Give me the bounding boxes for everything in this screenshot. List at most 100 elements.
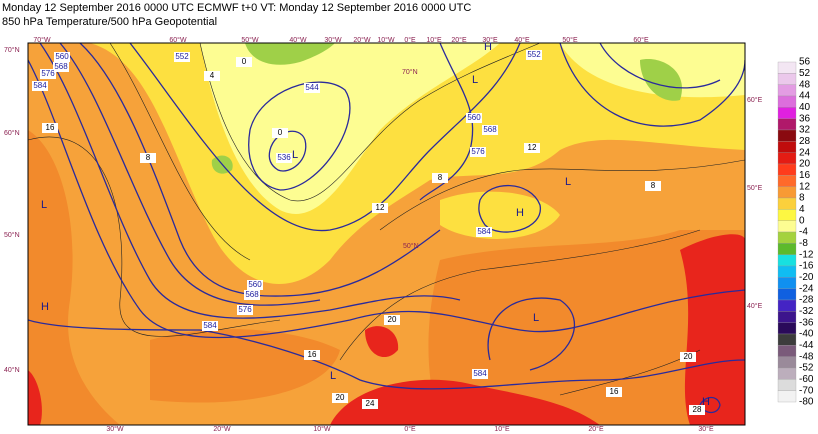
colorbar-swatch: [777, 84, 797, 97]
geopotential-label: 560: [55, 52, 69, 61]
colorbar: 565248444036322824201612840-4-8-12-16-20…: [777, 57, 814, 408]
geopotential-label: 560: [467, 113, 481, 122]
colorbar-swatch: [777, 390, 797, 403]
title: Monday 12 September 2016 0000 UTC ECMWF …: [2, 2, 471, 14]
colorbar-swatch: [777, 220, 797, 233]
temperature-label: 0: [242, 57, 247, 66]
longitude-label: 30°E: [698, 425, 714, 433]
longitude-label: 20°W: [353, 36, 371, 44]
colorbar-swatch: [777, 254, 797, 267]
colorbar-label: -40: [799, 329, 814, 340]
geopotential-label-box: [304, 83, 320, 93]
geopotential-label-box: [53, 62, 69, 72]
colorbar-swatch: [777, 186, 797, 199]
geopotential-label: 584: [203, 321, 217, 330]
geopotential-label-box: [482, 125, 498, 135]
colorbar-swatch: [777, 299, 797, 312]
longitude-label: 10°W: [377, 36, 395, 44]
geopotential-label: 568: [483, 125, 497, 134]
colorbar-label: -20: [799, 272, 814, 283]
longitude-label: 30°E: [482, 36, 498, 44]
hot-area: [330, 379, 600, 425]
colorbar-label: -28: [799, 295, 814, 306]
geopotential-label: 560: [248, 280, 262, 289]
longitude-label: 50°W: [241, 36, 259, 44]
temperature-label-box: [272, 128, 288, 138]
geopotential-label: 584: [473, 369, 487, 378]
temperature-label-box: [236, 57, 252, 67]
colorbar-swatch: [777, 152, 797, 165]
cool-area: [200, 43, 500, 214]
temperature-label: 0: [278, 128, 283, 137]
colorbar-label: 52: [799, 68, 811, 79]
map-frame: [27, 42, 746, 426]
colorbar-swatch: [777, 197, 797, 210]
temperature-label: 16: [308, 350, 317, 359]
temperature-label-box: [304, 350, 320, 360]
colorbar-label: 36: [799, 113, 811, 124]
geopotential-label-box: [470, 147, 486, 157]
geopotential-label-box: [40, 69, 56, 79]
latitude-label: 60°N: [4, 129, 20, 137]
temperature-label-box: [645, 181, 661, 191]
colorbar-label: 0: [799, 215, 805, 226]
geopotential-label: 536: [277, 153, 291, 162]
temperature-label: 20: [388, 315, 397, 324]
temperature-label: 16: [46, 123, 55, 132]
longitude-label: 30°W: [106, 425, 124, 433]
colorbar-swatch: [777, 277, 797, 289]
pressure-center: L: [292, 149, 298, 161]
map-labels: 70°W 60°W 50°W 40°W 30°W 20°W 10°W 0°E 10°E 20°E 3…: [4, 36, 763, 433]
temperature-label-box: [524, 143, 540, 153]
temperature-label-box: [332, 393, 348, 403]
geopotential-label: 576: [471, 147, 485, 156]
colorbar-swatch: [777, 61, 797, 74]
longitude-label: 10°W: [313, 425, 331, 433]
longitude-label: 10°E: [426, 36, 442, 44]
colorbar-label: -32: [799, 306, 814, 317]
colorbar-label: -4: [799, 227, 808, 238]
longitude-label: 50°E: [562, 36, 578, 44]
latitude-label: 60°E: [747, 96, 763, 104]
colorbar-swatch: [777, 129, 797, 142]
colorbar-label: 24: [799, 147, 811, 158]
colorbar-label: 16: [799, 170, 811, 181]
colorbar-swatch: [777, 288, 797, 301]
colorbar-label: -52: [799, 363, 814, 374]
longitude-label: 20°E: [588, 425, 604, 433]
colorbar-swatch: [777, 209, 797, 221]
geopotential-label: 576: [238, 305, 252, 314]
map: [27, 42, 746, 426]
colorbar-label: -24: [799, 283, 814, 294]
geopotential-label: 584: [33, 81, 47, 90]
geopotential-label-box: [202, 321, 218, 331]
colorbar-label: -16: [799, 261, 814, 272]
colorbar-swatch: [777, 265, 797, 278]
hot-area: [680, 234, 745, 425]
temperature-label-box: [362, 399, 378, 409]
hot-area: [28, 370, 42, 425]
longitude-label: 30°W: [324, 36, 342, 44]
temperature-label: 12: [376, 203, 385, 212]
geopotential-label: 552: [175, 52, 189, 61]
colorbar-swatch: [777, 322, 797, 335]
pressure-center: L: [565, 176, 571, 188]
temperature-label-box: [140, 153, 156, 163]
geopotential-label-box: [54, 52, 70, 62]
colorbar-label: 28: [799, 136, 811, 147]
geopotential-label-box: [526, 50, 542, 60]
colorbar-swatch: [777, 367, 797, 380]
colorbar-label: -70: [799, 385, 814, 396]
colorbar-swatch: [777, 95, 797, 108]
temperature-label: 8: [146, 153, 151, 162]
temperature-label: 20: [684, 352, 693, 361]
latitude-label: 40°E: [747, 302, 763, 310]
temperature-label: 28: [693, 405, 702, 414]
colorbar-swatch: [777, 243, 797, 255]
colorbar-swatch: [777, 231, 797, 244]
colorbar-swatch: [777, 107, 797, 119]
pressure-center: L: [472, 74, 478, 86]
colorbar-label: 4: [799, 204, 805, 215]
colorbar-label: -48: [799, 351, 814, 362]
